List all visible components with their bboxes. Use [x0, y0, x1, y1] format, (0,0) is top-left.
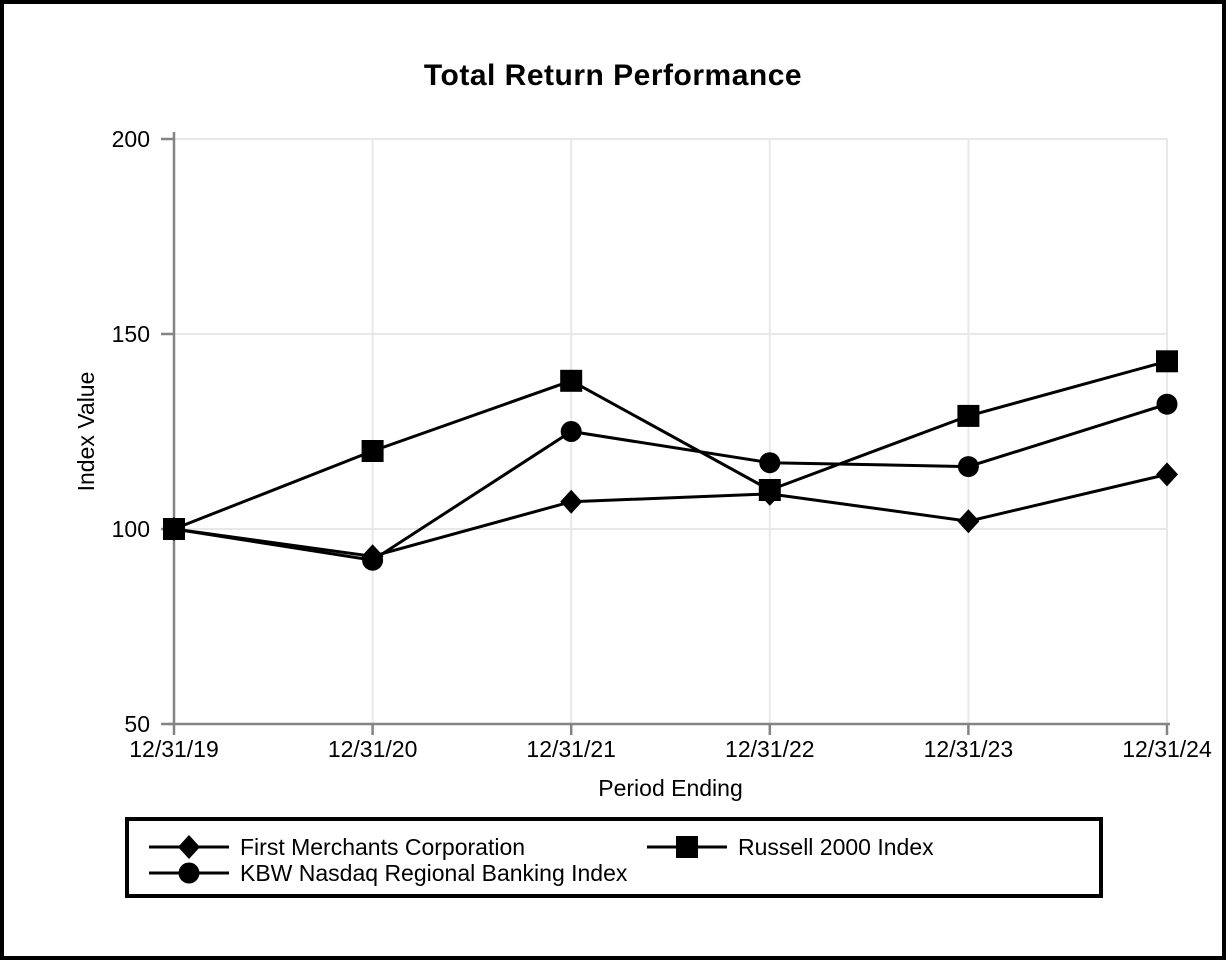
legend-label-kbw-nasdaq: KBW Nasdaq Regional Banking Index — [240, 859, 628, 886]
legend-column-right: Russell 2000 Index — [645, 834, 934, 860]
legend-item-kbw-nasdaq: KBW Nasdaq Regional Banking Index — [147, 860, 627, 886]
circle-marker-icon — [149, 862, 229, 884]
legend-label-russell-2000: Russell 2000 Index — [738, 833, 934, 860]
svg-text:50: 50 — [124, 711, 150, 737]
svg-text:12/31/19: 12/31/19 — [129, 736, 219, 762]
legend-item-russell-2000: Russell 2000 Index — [645, 834, 934, 860]
square-marker-icon — [647, 836, 727, 858]
svg-text:100: 100 — [112, 516, 150, 542]
svg-text:12/31/21: 12/31/21 — [526, 736, 616, 762]
svg-text:12/31/20: 12/31/20 — [328, 736, 418, 762]
legend-item-first-merchants: First Merchants Corporation — [147, 834, 627, 860]
line-chart-plot: 50 100 150 200 12/31/19 12/31/20 12/31/21 12/31… — [73, 126, 1212, 801]
svg-text:12/31/22: 12/31/22 — [725, 736, 815, 762]
legend-column-left: First Merchants Corporation KBW Nasdaq R… — [147, 834, 627, 886]
svg-text:200: 200 — [112, 126, 150, 152]
legend-label-first-merchants: First Merchants Corporation — [240, 833, 526, 860]
svg-text:12/31/23: 12/31/23 — [924, 736, 1014, 762]
svg-text:12/31/24: 12/31/24 — [1122, 736, 1212, 762]
svg-text:Period Ending: Period Ending — [598, 775, 743, 801]
chart-legend: First Merchants Corporation KBW Nasdaq R… — [125, 817, 1103, 898]
svg-text:150: 150 — [112, 321, 150, 347]
svg-text:Index Value: Index Value — [73, 372, 99, 492]
diamond-marker-icon — [149, 835, 229, 859]
chart-title: Total Return Performance — [423, 59, 803, 92]
